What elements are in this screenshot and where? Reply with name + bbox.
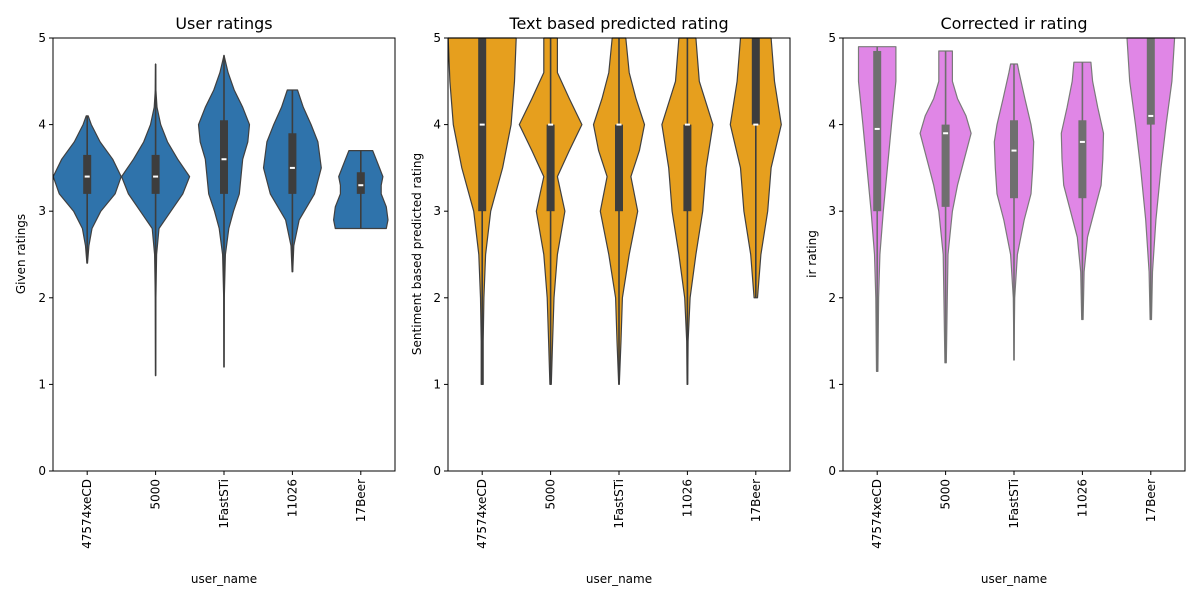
x-tick-label: 11026 bbox=[285, 479, 299, 517]
y-tick-label: 1 bbox=[38, 377, 46, 391]
violin-median bbox=[943, 132, 949, 135]
y-tick-label: 3 bbox=[38, 204, 46, 218]
plot-area: 0 1 2 3 4 5 47574xeCD 5000 1FastSTi 11026 17Beer bbox=[828, 31, 1186, 549]
violin-median bbox=[684, 123, 690, 126]
y-tick-label: 4 bbox=[433, 118, 441, 132]
plot-area: 0 1 2 3 4 5 47574xeCD 5000 1FastSTi 11026 17Beer bbox=[433, 31, 791, 549]
violin-iqr-box bbox=[220, 120, 228, 194]
x-tick-label: 47574xeCD bbox=[80, 479, 94, 549]
x-tick-label: 47574xeCD bbox=[870, 479, 884, 549]
y-tick-label: 0 bbox=[433, 464, 441, 478]
x-tick-label: 5000 bbox=[939, 479, 953, 510]
violin-iqr-box bbox=[356, 172, 365, 194]
y-tick-label: 0 bbox=[38, 464, 46, 478]
y-tick-label: 1 bbox=[433, 377, 441, 391]
panel-corrected-ir-rating: Corrected ir rating ir rating user_name … bbox=[805, 14, 1186, 586]
panel-title: Corrected ir rating bbox=[941, 14, 1088, 33]
violin-median bbox=[616, 123, 622, 126]
violin-median bbox=[479, 123, 485, 126]
panel-user-ratings: User ratings Given ratings user_name 0 1 2… bbox=[14, 14, 396, 586]
y-tick-label: 5 bbox=[38, 31, 46, 45]
violin-iqr-box bbox=[941, 124, 950, 207]
violin-iqr-box bbox=[1010, 120, 1018, 199]
violin-median bbox=[1079, 140, 1085, 143]
y-tick-label: 2 bbox=[828, 291, 836, 305]
y-axis-label: Sentiment based predicted rating bbox=[410, 153, 424, 355]
panel-text-based-predicted-rating: Text based predicted rating Sentiment ba… bbox=[410, 14, 791, 586]
y-tick-label: 1 bbox=[828, 377, 836, 391]
y-axis-label: Given ratings bbox=[14, 214, 28, 294]
violin-median bbox=[874, 127, 880, 130]
y-tick-label: 2 bbox=[433, 291, 441, 305]
violin-iqr-box bbox=[751, 38, 760, 125]
x-tick-label: 11026 bbox=[1075, 479, 1089, 517]
x-axis-label: user_name bbox=[586, 572, 652, 586]
violin-iqr-box bbox=[615, 124, 623, 212]
violin-iqr-box bbox=[83, 154, 92, 194]
panel-title: User ratings bbox=[175, 14, 272, 33]
violin-iqr-box bbox=[683, 124, 692, 212]
x-tick-label: 1FastSTi bbox=[217, 479, 231, 529]
violin-iqr-box bbox=[288, 133, 297, 194]
x-tick-label: 11026 bbox=[680, 479, 694, 517]
panel-title: Text based predicted rating bbox=[508, 14, 728, 33]
violin-median bbox=[221, 158, 227, 161]
x-tick-label: 47574xeCD bbox=[475, 479, 489, 549]
x-tick-label: 17Beer bbox=[354, 479, 368, 522]
y-tick-label: 3 bbox=[828, 204, 836, 218]
violin-median bbox=[1148, 114, 1154, 117]
x-tick-label: 5000 bbox=[149, 479, 163, 510]
violin-iqr-box bbox=[1078, 120, 1087, 199]
violin-iqr-box bbox=[1146, 38, 1155, 125]
violin-iqr-box bbox=[546, 124, 555, 212]
x-tick-label: 17Beer bbox=[1144, 479, 1158, 522]
x-tick-label: 17Beer bbox=[749, 479, 763, 522]
violin-median bbox=[358, 184, 364, 187]
y-tick-label: 2 bbox=[38, 291, 46, 305]
y-tick-label: 0 bbox=[828, 464, 836, 478]
y-tick-label: 4 bbox=[38, 118, 46, 132]
x-tick-label: 1FastSTi bbox=[1007, 479, 1021, 529]
violin-median bbox=[289, 166, 295, 169]
plot-area: 0 1 2 3 4 5 47574xeCD 5000 1FastSTi 11026 17Beer bbox=[38, 31, 396, 549]
x-axis-label: user_name bbox=[191, 572, 257, 586]
y-tick-label: 4 bbox=[828, 118, 836, 132]
violin-median bbox=[548, 123, 554, 126]
x-tick-label: 1FastSTi bbox=[612, 479, 626, 529]
violin-iqr-box bbox=[151, 154, 160, 194]
violin-median bbox=[153, 175, 159, 178]
y-axis-label: ir rating bbox=[805, 230, 819, 278]
x-tick-label: 5000 bbox=[544, 479, 558, 510]
violin-median bbox=[84, 175, 90, 178]
y-tick-label: 5 bbox=[433, 31, 441, 45]
x-axis-label: user_name bbox=[981, 572, 1047, 586]
y-tick-label: 5 bbox=[828, 31, 836, 45]
y-tick-label: 3 bbox=[433, 204, 441, 218]
violin-median bbox=[753, 123, 759, 126]
violin-iqr-box bbox=[873, 50, 882, 212]
violin-median bbox=[1011, 149, 1017, 152]
